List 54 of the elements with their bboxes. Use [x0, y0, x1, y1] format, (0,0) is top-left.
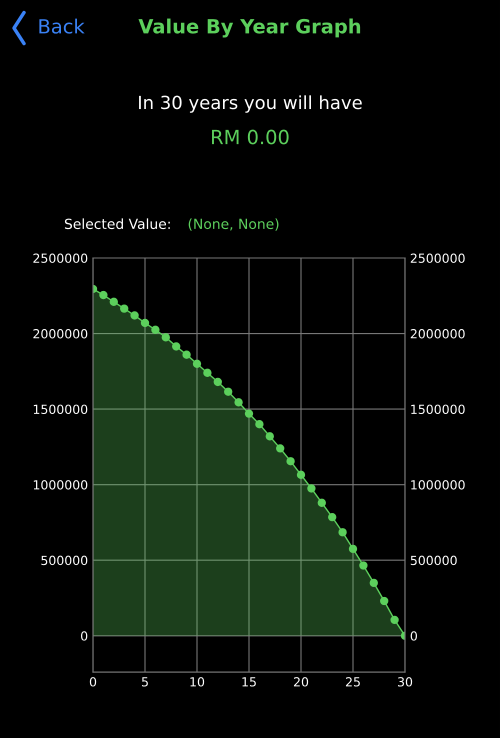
point — [244, 409, 254, 418]
point — [224, 388, 232, 396]
chart-subtitle: In 30 years you will have — [139, 95, 362, 113]
text: RM 0.00 — [212, 130, 289, 144]
point — [110, 298, 118, 306]
point — [370, 578, 378, 588]
point — [120, 304, 128, 313]
y-tick-label: 1000000 — [34, 480, 88, 490]
point — [140, 318, 150, 328]
y-tick-label: 0 — [81, 631, 88, 641]
text: Selected Value: — [64, 218, 170, 230]
y-tick-label: 2500000 — [33, 253, 88, 263]
point — [276, 444, 284, 453]
point — [192, 360, 202, 368]
y2-tick-label: 2000000 — [410, 329, 465, 338]
text: (None, None) — [188, 218, 278, 231]
y2-tick-label: 0 — [410, 631, 417, 641]
point — [255, 420, 264, 428]
point — [151, 326, 160, 334]
point — [203, 368, 212, 378]
x-tick-label: 15 — [242, 677, 256, 687]
y2-tick-label: 1000000 — [411, 480, 465, 490]
point — [130, 311, 139, 320]
x-tick-label: 0 — [90, 677, 96, 687]
point — [172, 342, 180, 351]
y-tick-label: 1500000 — [34, 404, 88, 414]
point — [318, 498, 326, 507]
point — [307, 484, 316, 493]
y2-tick-label: 1500000 — [411, 404, 465, 414]
chart-title: Value By Year Graph — [138, 18, 360, 38]
x-tick-label: 20 — [294, 677, 308, 687]
point — [338, 528, 347, 536]
x-tick-label: 10 — [190, 677, 204, 687]
point — [296, 470, 306, 479]
y2-tick-label: 500000 — [410, 556, 457, 566]
point — [380, 596, 388, 606]
y-tick-label: 2000000 — [33, 329, 88, 338]
point — [390, 616, 399, 624]
y2-tick-label: 2500000 — [410, 253, 465, 263]
point — [234, 398, 243, 406]
point — [182, 350, 191, 359]
point — [162, 333, 170, 342]
point — [99, 290, 108, 300]
y-tick-label: 500000 — [41, 556, 88, 566]
x-tick-label: 25 — [346, 677, 360, 687]
point — [348, 544, 358, 554]
point — [214, 378, 222, 386]
x-tick-label: 5 — [142, 677, 148, 687]
x-tick-label: 30 — [398, 677, 412, 687]
point — [328, 512, 336, 522]
point — [266, 432, 274, 440]
point — [359, 561, 368, 570]
text: Back — [39, 18, 85, 34]
point — [286, 457, 295, 466]
